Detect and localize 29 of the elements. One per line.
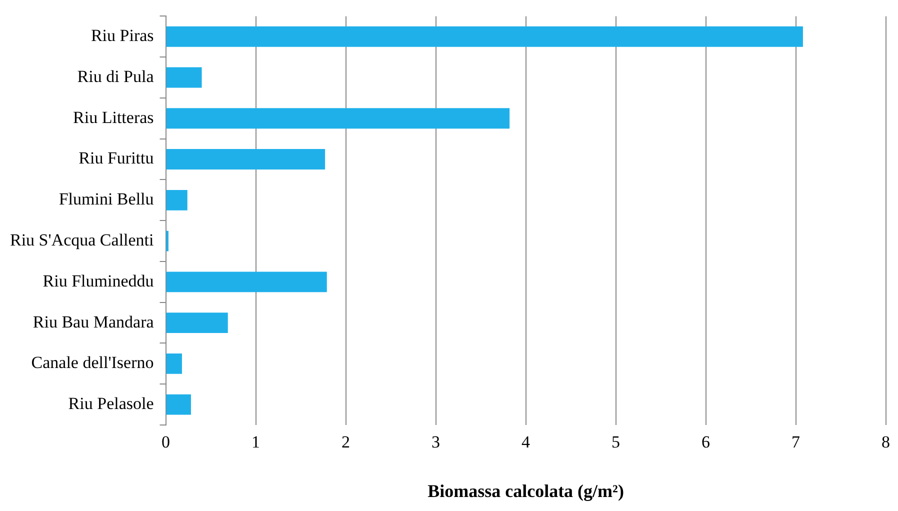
bar	[166, 394, 191, 415]
bar	[166, 312, 228, 334]
x-tick-label: 1	[252, 432, 260, 452]
x-tick-label: 3	[432, 432, 440, 452]
bar	[166, 108, 510, 129]
x-tick-label: 5	[612, 432, 620, 452]
bar	[166, 353, 182, 374]
bar	[166, 26, 803, 47]
y-tick-label: Riu Furittu	[78, 148, 154, 168]
x-tick-label: 2	[342, 432, 350, 452]
bar	[166, 190, 188, 210]
x-tick-label: 6	[702, 432, 710, 452]
y-tick-label: Riu Piras	[90, 26, 154, 46]
y-tick-label: Riu Bau Mandara	[32, 312, 154, 332]
bar	[166, 67, 202, 88]
x-tick-label: 0	[162, 432, 170, 452]
y-tick-label: Canale dell'Iserno	[31, 353, 154, 372]
y-tick-label: Flumini Bellu	[58, 190, 154, 209]
y-tick-label: Riu Pelasole	[68, 394, 154, 414]
y-tick-label: Riu Flumineddu	[42, 271, 154, 290]
y-tick-label: Riu di Pula	[77, 66, 154, 86]
bar	[166, 272, 327, 292]
x-axis-title: Biomassa calcolata (g/m²)	[428, 480, 624, 501]
x-tick-label: 4	[522, 432, 531, 452]
x-tick-label: 7	[792, 432, 800, 452]
y-tick-label: Riu S'Acqua Callenti	[10, 230, 154, 250]
x-tick-label: 8	[882, 432, 890, 452]
bar	[166, 149, 326, 170]
y-tick-label: Riu Litteras	[73, 108, 154, 127]
